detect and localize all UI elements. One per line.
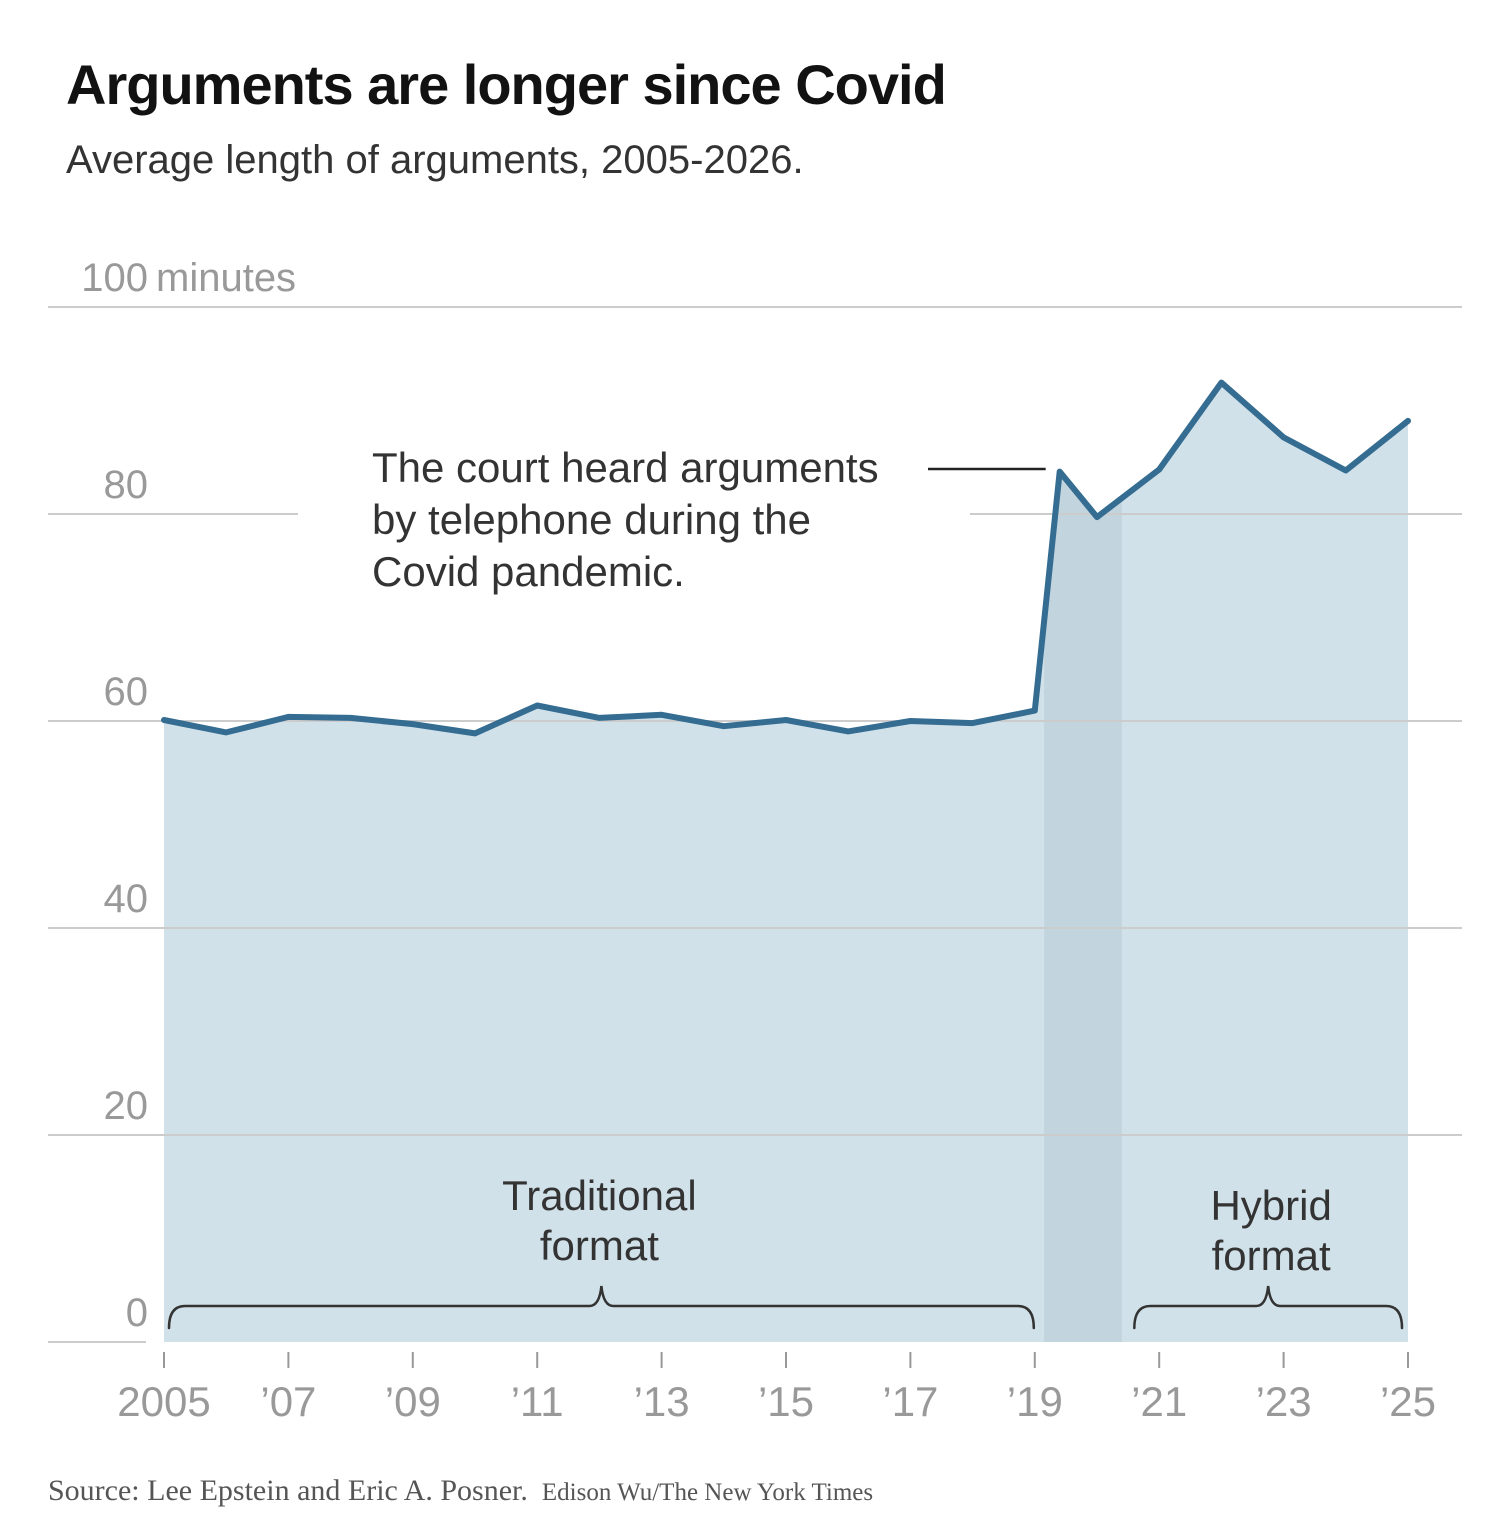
traditional-brace — [167, 1285, 1036, 1330]
x-tick-label-2007: ’07 — [260, 1378, 316, 1425]
x-axis-labels: 2005 ’07 ’09 ’11 ’13 ’15 ’17 ’19 ’21 ’23 ’25 — [117, 1352, 1436, 1425]
x-tick-label-2025: ’25 — [1380, 1378, 1436, 1425]
y-tick-label-40: 40 — [104, 877, 149, 921]
x-tick-label-2017: ’17 — [882, 1378, 938, 1425]
chart-title: Arguments are longer since Covid — [66, 53, 947, 116]
covid-annotation-line-1: The court heard arguments — [372, 444, 879, 491]
y-tick-label-100: 100 — [81, 256, 148, 300]
x-tick-label-2019: ’19 — [1007, 1378, 1063, 1425]
hybrid-label-line-1: Hybrid — [1210, 1182, 1331, 1229]
y-tick-label-0: 0 — [126, 1291, 148, 1335]
covid-annotation-line-3: Covid pandemic. — [372, 548, 685, 595]
series-line — [161, 379, 1411, 737]
hybrid-brace — [1133, 1285, 1404, 1330]
x-tick-label-2013: ’13 — [634, 1378, 690, 1425]
credit-note: Edison Wu/The New York Times — [541, 1479, 874, 1506]
series-line-layer — [161, 379, 1411, 737]
footer: Source: Lee Epstein and Eric A. Posner. E… — [48, 1474, 873, 1508]
y-tick-label-20: 20 — [104, 1084, 149, 1128]
covid-annotation-line-2: by telephone during the — [372, 496, 811, 543]
traditional-label-line-1: Traditional — [502, 1172, 697, 1219]
source-note: Source: Lee Epstein and Eric A. Posner. — [48, 1474, 528, 1507]
x-tick-label-2023: ’23 — [1256, 1378, 1312, 1425]
x-tick-label-2021: ’21 — [1131, 1378, 1187, 1425]
area-chart: 0 20 40 60 80 100 minutes 2005 ’07 ’09 ’11 ’13 ’15 ’… — [48, 256, 1462, 1425]
x-tick-label-2011: ’11 — [511, 1378, 564, 1425]
gridline-layer — [48, 306, 1462, 1343]
y-axis-labels: 0 20 40 60 80 100 minutes — [81, 256, 296, 1335]
traditional-label-line-2: format — [540, 1222, 659, 1269]
x-tick-label-2015: ’15 — [758, 1378, 814, 1425]
y-tick-label-60: 60 — [104, 670, 149, 714]
x-tick-label-2005: 2005 — [117, 1378, 210, 1425]
chart-subtitle: Average length of arguments, 2005-2026. — [66, 138, 804, 182]
y-axis-unit: minutes — [156, 256, 296, 300]
covid-band-layer — [1044, 382, 1122, 1342]
annotation-layer: The court heard arguments by telephone du… — [167, 444, 1404, 1330]
hybrid-label-line-2: format — [1212, 1232, 1331, 1279]
covid-band — [1044, 382, 1122, 1342]
x-tick-label-2009: ’09 — [385, 1378, 441, 1425]
y-tick-label-80: 80 — [104, 463, 149, 507]
